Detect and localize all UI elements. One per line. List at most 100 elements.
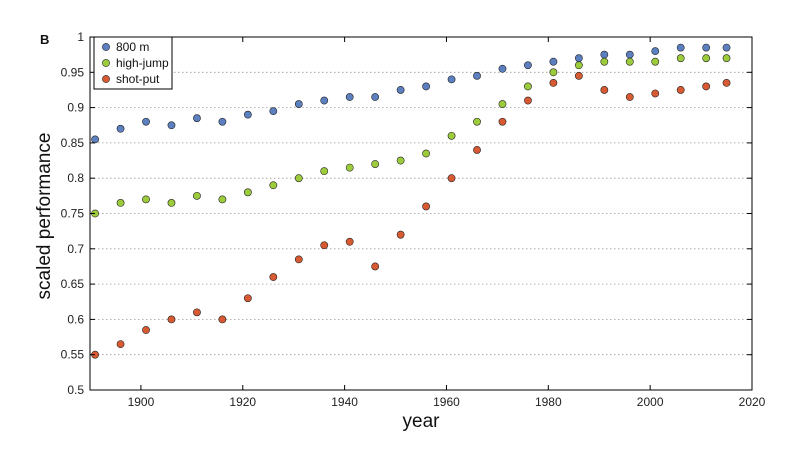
data-point	[676, 43, 685, 52]
data-point	[345, 163, 354, 172]
y-tick-label: 0.95	[61, 65, 85, 79]
y-tick-label: 0.55	[61, 348, 85, 362]
y-tick-label: 0.7	[67, 242, 84, 256]
data-point	[142, 326, 150, 334]
data-point	[625, 50, 634, 59]
data-point	[574, 71, 583, 80]
data-point	[116, 124, 125, 133]
data-point	[651, 89, 660, 98]
data-point	[549, 68, 558, 77]
data-point	[600, 50, 609, 59]
data-point	[422, 202, 430, 211]
data-point	[600, 57, 609, 66]
data-points	[91, 43, 731, 359]
x-tick-label: 1940	[331, 395, 358, 409]
data-point	[371, 93, 380, 101]
data-point	[371, 160, 380, 168]
data-point	[447, 174, 456, 183]
y-tick-label: 0.6	[67, 312, 84, 326]
legend-marker	[102, 59, 110, 67]
data-point	[473, 71, 481, 80]
legend-marker	[102, 75, 110, 83]
x-axis-title: year	[403, 411, 441, 432]
x-tick-label: 2000	[637, 395, 664, 409]
data-point	[167, 315, 176, 324]
data-point	[625, 57, 634, 66]
data-point	[167, 121, 176, 130]
data-point	[320, 96, 329, 105]
plot-frame	[89, 36, 753, 391]
data-point	[371, 262, 380, 271]
data-point	[396, 156, 405, 165]
y-tick-label: 0.8	[67, 171, 84, 185]
x-axis-ticks: 1900 1920 1940 1960 1980 2000 2020	[128, 37, 766, 409]
x-tick-label: 2020	[739, 395, 766, 409]
data-point	[422, 149, 430, 158]
data-point	[193, 114, 201, 123]
data-point	[702, 82, 711, 91]
data-point	[473, 117, 481, 126]
data-point	[549, 78, 558, 87]
data-point	[722, 54, 731, 63]
data-point	[702, 54, 711, 63]
data-point	[345, 93, 354, 101]
data-point	[722, 43, 731, 52]
data-point	[473, 146, 481, 154]
data-point	[218, 315, 227, 324]
data-point	[702, 43, 711, 52]
data-point	[269, 107, 278, 116]
y-tick-label: 0.85	[61, 136, 85, 150]
x-tick-label: 1980	[535, 395, 562, 409]
data-point	[269, 273, 278, 281]
data-point	[91, 135, 99, 144]
data-point	[320, 167, 329, 176]
data-point	[142, 195, 150, 204]
data-point	[676, 54, 685, 63]
data-point	[498, 117, 507, 126]
data-point	[549, 57, 558, 66]
data-point	[345, 237, 354, 246]
y-tick-label: 0.65	[61, 277, 85, 291]
x-tick-label: 1900	[128, 395, 155, 409]
legend-marker	[102, 43, 110, 51]
y-tick-label: 0.5	[67, 383, 84, 397]
data-point	[625, 93, 634, 101]
data-point	[294, 100, 303, 108]
data-point	[116, 199, 125, 207]
data-point	[294, 174, 303, 183]
data-point	[524, 61, 532, 70]
y-axis-ticks: 0.5 0.55 0.6 0.65 0.7 0.75 0.8 0.85 0.9 0.95 1	[61, 30, 752, 397]
data-point	[722, 78, 731, 87]
data-point	[498, 100, 507, 108]
x-tick-label: 1960	[433, 395, 460, 409]
data-point	[676, 86, 685, 94]
data-point	[320, 241, 329, 250]
legend: 800 m high-jump shot-put	[93, 36, 173, 90]
data-point	[142, 117, 150, 126]
data-point	[269, 181, 278, 190]
data-point	[218, 195, 227, 204]
data-point	[396, 230, 405, 239]
data-point	[524, 96, 532, 105]
data-point	[574, 61, 583, 70]
data-point	[243, 188, 252, 197]
data-point	[193, 308, 201, 317]
data-point	[294, 255, 303, 264]
data-point	[447, 131, 456, 140]
data-point	[167, 199, 176, 207]
data-point	[447, 75, 456, 84]
data-point	[243, 294, 252, 303]
y-tick-label: 0.9	[67, 101, 84, 115]
data-point	[574, 54, 583, 63]
data-point	[651, 57, 660, 66]
data-point	[498, 64, 507, 73]
x-tick-label: 1920	[229, 395, 256, 409]
legend-label: 800 m	[116, 40, 149, 54]
grid-lines	[90, 71, 752, 356]
legend-label: high-jump	[116, 56, 169, 70]
data-point	[422, 82, 430, 91]
y-tick-label: 1	[77, 30, 84, 44]
data-point	[116, 340, 125, 349]
data-point	[524, 82, 532, 91]
